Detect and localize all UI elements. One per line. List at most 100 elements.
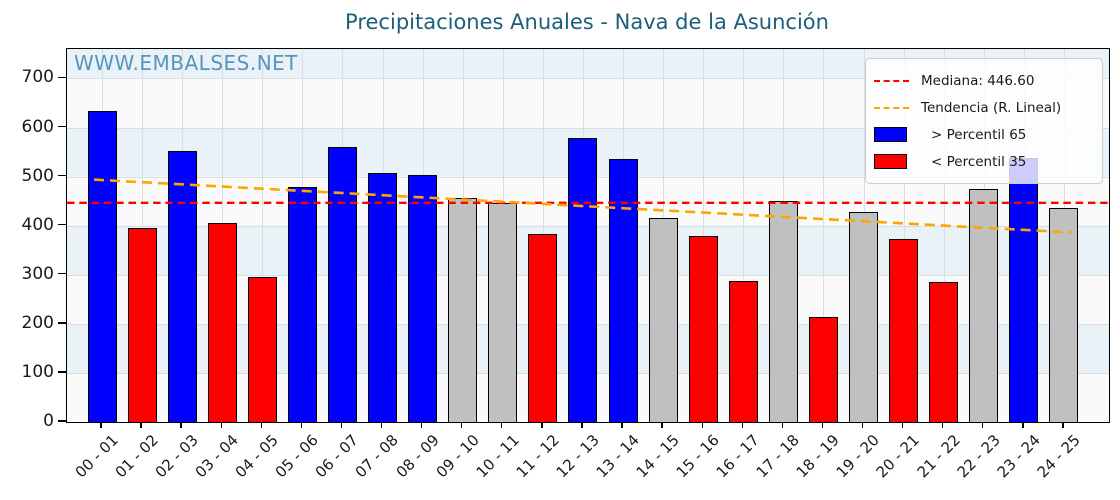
y-tick-label: 200 bbox=[21, 312, 54, 333]
bar-19-20 bbox=[849, 212, 879, 422]
x-tick-mark bbox=[781, 422, 784, 428]
legend-item-below-p35: < Percentil 35 bbox=[874, 148, 1092, 175]
blue-bar-swatch bbox=[874, 127, 907, 142]
x-tick-label: 02 - 03 bbox=[151, 431, 202, 482]
x-tick-mark bbox=[541, 422, 543, 428]
bar-17-18 bbox=[768, 200, 798, 422]
x-tick-mark bbox=[220, 422, 222, 428]
trend-dashed-line-swatch bbox=[874, 106, 909, 109]
y-tick-label: 500 bbox=[21, 165, 54, 186]
x-tick-label: 05 - 06 bbox=[271, 431, 323, 482]
x-gridline bbox=[743, 49, 745, 422]
y-tick-mark bbox=[58, 420, 66, 422]
bar-06-07 bbox=[327, 147, 357, 422]
y-gridline bbox=[67, 78, 1109, 80]
legend-median-label: Mediana: 446.60 bbox=[921, 72, 1035, 89]
bar-22-23 bbox=[969, 189, 999, 422]
bar-01-02 bbox=[127, 227, 157, 422]
x-tick-mark bbox=[140, 422, 142, 428]
x-tick-mark bbox=[260, 422, 262, 428]
x-tick-label: 22 - 23 bbox=[953, 431, 1004, 482]
x-tick-mark bbox=[1022, 422, 1024, 428]
x-tick-label: 19 - 20 bbox=[832, 431, 884, 482]
x-tick-mark bbox=[661, 422, 663, 428]
x-tick-mark bbox=[380, 422, 383, 428]
x-tick-label: 21 - 22 bbox=[913, 431, 964, 482]
y-tick-label: 600 bbox=[21, 116, 54, 137]
plot-area: WWW.EMBALSES.NET Mediana: 446.60 Tendenc… bbox=[66, 48, 1110, 423]
x-tick-mark bbox=[861, 422, 864, 428]
bar-16-17 bbox=[728, 281, 758, 422]
legend: Mediana: 446.60 Tendencia (R. Lineal) > … bbox=[865, 58, 1103, 184]
x-tick-label: 06 - 07 bbox=[311, 431, 363, 482]
x-tick-mark bbox=[461, 422, 463, 428]
x-tick-label: 16 - 17 bbox=[712, 431, 764, 482]
x-gridline bbox=[903, 49, 905, 422]
x-tick-label: 08 - 09 bbox=[392, 431, 443, 482]
bar-14-15 bbox=[648, 218, 678, 422]
bar-24-25 bbox=[1049, 207, 1079, 422]
bar-09-10 bbox=[448, 197, 478, 422]
bar-02-03 bbox=[167, 151, 197, 422]
bar-20-21 bbox=[889, 238, 919, 422]
legend-item-median: Mediana: 446.60 bbox=[874, 67, 1092, 94]
x-tick-mark bbox=[581, 422, 583, 428]
y-tick-label: 0 bbox=[43, 411, 54, 431]
legend-item-trend: Tendencia (R. Lineal) bbox=[874, 94, 1092, 121]
median-dashed-line-swatch bbox=[874, 79, 909, 82]
bar-04-05 bbox=[247, 276, 277, 422]
bar-11-12 bbox=[528, 233, 558, 422]
bar-15-16 bbox=[688, 235, 718, 422]
x-tick-label: 15 - 16 bbox=[672, 431, 723, 482]
x-tick-mark bbox=[180, 422, 182, 428]
x-tick-label: 07 - 08 bbox=[351, 431, 403, 482]
chart-title: Precipitaciones Anuales - Nava de la Asu… bbox=[345, 10, 829, 34]
x-tick-label: 00 - 01 bbox=[71, 431, 122, 482]
red-bar-swatch bbox=[874, 154, 907, 169]
bar-05-06 bbox=[287, 187, 317, 422]
legend-item-above-p65: > Percentil 65 bbox=[874, 121, 1092, 148]
x-tick-mark bbox=[982, 422, 984, 428]
bar-10-11 bbox=[488, 202, 518, 422]
y-gridline bbox=[67, 127, 1109, 129]
bar-00-01 bbox=[87, 111, 117, 422]
legend-above-label: > Percentil 65 bbox=[931, 126, 1027, 143]
bar-18-19 bbox=[808, 317, 838, 422]
bar-13-14 bbox=[608, 158, 638, 422]
y-tick-label: 400 bbox=[21, 214, 54, 235]
x-tick-mark bbox=[621, 422, 623, 428]
x-tick-label: 01 - 02 bbox=[111, 431, 162, 482]
x-tick-label: 18 - 19 bbox=[792, 431, 844, 482]
x-tick-mark bbox=[1062, 422, 1064, 428]
x-tick-label: 03 - 04 bbox=[191, 431, 242, 482]
watermark: WWW.EMBALSES.NET bbox=[74, 51, 299, 75]
bar-07-08 bbox=[368, 173, 398, 422]
x-tick-mark bbox=[300, 422, 303, 428]
x-tick-label: 10 - 11 bbox=[472, 431, 523, 482]
x-tick-label: 09 - 10 bbox=[432, 431, 483, 482]
y-tick-mark bbox=[58, 371, 66, 373]
x-gridline bbox=[943, 49, 945, 422]
x-tick-label: 11 - 12 bbox=[512, 431, 563, 482]
y-tick-mark bbox=[58, 76, 66, 79]
legend-trend-label: Tendencia (R. Lineal) bbox=[921, 99, 1062, 116]
x-tick-mark bbox=[701, 422, 703, 428]
bar-21-22 bbox=[929, 281, 959, 422]
x-tick-label: 24 - 25 bbox=[1033, 431, 1084, 482]
y-tick-mark bbox=[58, 125, 66, 128]
legend-below-label: < Percentil 35 bbox=[931, 153, 1027, 170]
x-gridline bbox=[262, 49, 264, 422]
x-tick-label: 17 - 18 bbox=[752, 431, 804, 482]
x-tick-mark bbox=[941, 422, 944, 428]
x-tick-label: 13 - 14 bbox=[592, 431, 643, 482]
y-tick-mark bbox=[58, 174, 66, 177]
bar-08-09 bbox=[408, 174, 438, 422]
x-tick-mark bbox=[340, 422, 343, 428]
bar-23-24 bbox=[1009, 157, 1039, 422]
y-tick-label: 300 bbox=[21, 263, 54, 284]
bar-03-04 bbox=[207, 223, 237, 422]
y-tick-mark bbox=[58, 322, 66, 324]
x-tick-mark bbox=[901, 422, 904, 428]
x-gridline bbox=[823, 49, 825, 422]
